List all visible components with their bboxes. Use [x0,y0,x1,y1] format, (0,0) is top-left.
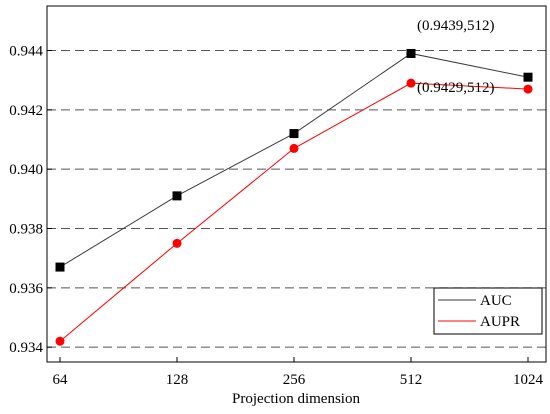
legend-label-aupr: AUPR [480,314,520,330]
x-tick-label-2: 256 [283,372,306,388]
legend-label-auc: AUC [480,293,512,309]
y-tick-label-1: 0.936 [9,281,43,297]
point-aupr-64 [55,336,65,346]
x-tick-label-0: 64 [53,372,69,388]
annotation-auc-512: (0.9439,512) [417,18,495,34]
annotation-aupr-512: (0.9429,512) [417,80,495,96]
legend: AUC AUPR [433,287,543,335]
y-tick-label-2: 0.938 [9,222,43,238]
x-tick-label-1: 128 [166,372,189,388]
y-tick-label-3: 0.940 [9,162,43,178]
legend-box [433,287,543,335]
x-tick-label-4: 1024 [513,372,544,388]
x-ticks: 64 128 256 512 1024 [53,357,544,388]
y-tick-label-5: 0.944 [9,44,43,60]
y-ticks: 0.934 0.936 0.938 0.940 0.942 0.944 [9,44,52,356]
point-auc-128 [172,191,182,201]
point-auc-1024 [523,72,533,82]
point-aupr-256 [289,143,299,153]
point-auc-512 [406,48,416,58]
point-aupr-1024 [523,84,533,94]
series-markers [55,48,533,346]
x-tick-label-3: 512 [400,372,423,388]
y-tick-label-4: 0.942 [9,103,43,119]
point-aupr-512 [406,78,416,88]
annotations: (0.9439,512) (0.9429,512) [417,18,495,96]
point-auc-256 [289,129,299,139]
plot-frame [46,5,547,363]
x-axis-label: Projection dimension [232,391,360,407]
point-aupr-128 [172,238,182,248]
point-auc-64 [55,262,65,272]
y-tick-label-0: 0.934 [9,340,43,356]
